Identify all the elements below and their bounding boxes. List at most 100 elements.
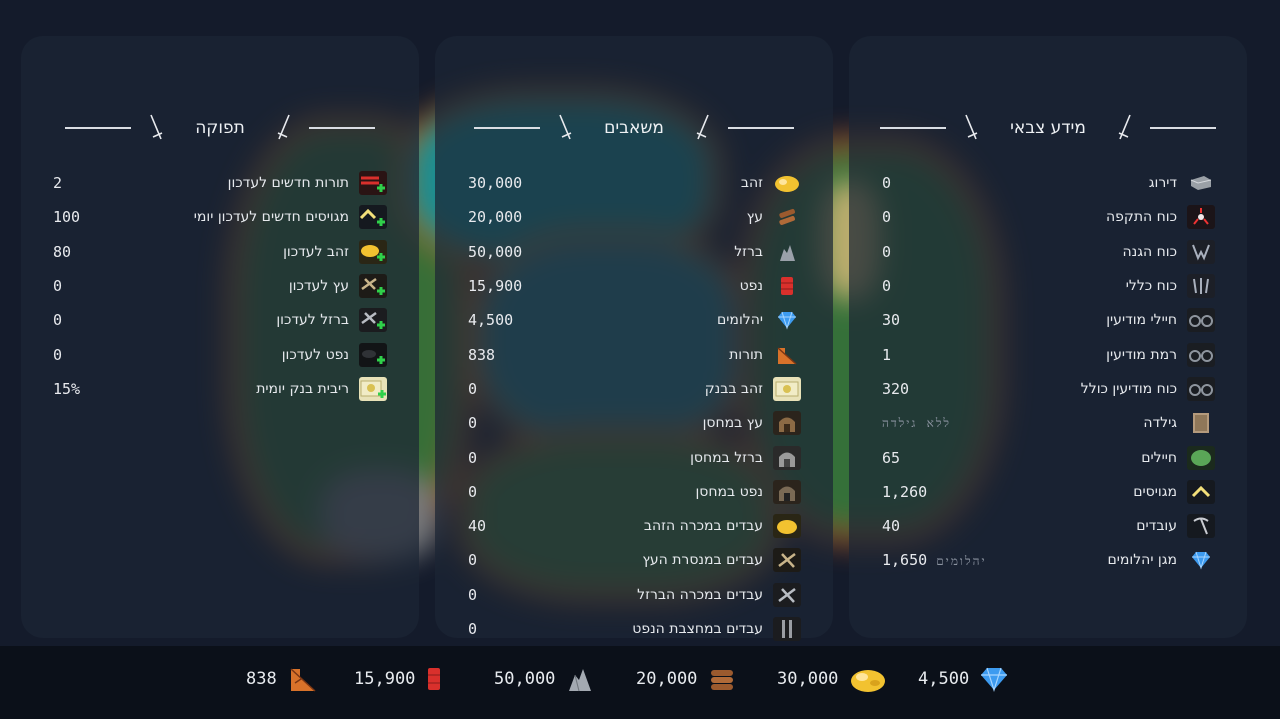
- spy-soldiers-icon: [1187, 308, 1215, 333]
- wood-storage-icon: [773, 411, 801, 436]
- resource-row-wood-storage: עץ במחסן 0: [435, 406, 833, 440]
- bank-icon: [773, 376, 801, 401]
- resource-row-iron-mine-slaves: עבדים במכרה הברזל 0: [435, 578, 833, 612]
- sword-icon: [696, 114, 709, 140]
- recruits-icon: [1187, 479, 1215, 504]
- panel-header: תפוקה: [21, 110, 419, 146]
- panel-title: תפוקה: [195, 118, 245, 138]
- stat-row-diamond-shield: מגן יהלומים יהלומים 1,650: [849, 543, 1247, 577]
- resource-row-gold-mine-slaves: עבדים במכרה הזהב 40: [435, 509, 833, 543]
- spy-power-icon: [1187, 376, 1215, 401]
- stat-row-recruits: מגויסים 1,260: [849, 475, 1247, 509]
- divider: [474, 127, 541, 129]
- divider: [1149, 127, 1216, 129]
- bar-oil: 15,900: [354, 664, 443, 694]
- stat-row-spy-power: כוח מודיעין כולל 320: [849, 372, 1247, 406]
- bar-turns: 838: [246, 664, 319, 694]
- gold-plus-icon: [359, 239, 387, 264]
- iron-mine-icon: [773, 582, 801, 607]
- resource-row-turns: תורות 838: [435, 337, 833, 371]
- oil-icon: [773, 274, 801, 298]
- bar-gold: 30,000: [777, 664, 888, 694]
- sword-icon: [277, 114, 290, 140]
- spy-level-icon: [1187, 342, 1215, 367]
- panel-header: מידע צבאי: [849, 110, 1247, 146]
- military-info-panel: מידע צבאי דירוג 0 כוח התקפה 0 כוח הגנה 0…: [849, 36, 1247, 638]
- production-row-iron: ברזל לעדכון 0: [21, 303, 419, 337]
- turns-plus-icon: [359, 171, 387, 196]
- panel-header: משאבים: [435, 110, 833, 146]
- defense-icon: [1187, 239, 1215, 264]
- diamond-icon: [981, 667, 1008, 692]
- divider: [308, 127, 375, 129]
- resource-row-oil-storage: נפט במחסן 0: [435, 475, 833, 509]
- resource-row-wood: עץ 20,000: [435, 200, 833, 234]
- diamond-shield-icon: [1187, 548, 1215, 572]
- gold-icon: [851, 670, 886, 692]
- wood-icon: [711, 670, 734, 690]
- resource-row-sawmill-slaves: עבדים במנסרת העץ 0: [435, 543, 833, 577]
- production-row-oil: נפט לעדכון 0: [21, 337, 419, 371]
- production-row-recruits: מגויסים חדשים לעדכון יומי 100: [21, 200, 419, 234]
- production-panel: תפוקה תורות חדשים לעדכון 2 מגויסים חדשים…: [21, 36, 419, 638]
- iron-icon: [569, 669, 592, 692]
- stat-row-total-power: כוח כללי 0: [849, 269, 1247, 303]
- production-row-turns: תורות חדשים לעדכון 2: [21, 166, 419, 200]
- bar-wood: 20,000: [636, 664, 737, 694]
- oil-storage-icon: [773, 479, 801, 504]
- resource-row-iron-storage: ברזל במחסן 0: [435, 440, 833, 474]
- resource-row-iron: ברזל 50,000: [435, 235, 833, 269]
- resource-bar: [0, 646, 1280, 719]
- recruits-plus-icon: [359, 205, 387, 230]
- turns-icon: [773, 343, 801, 367]
- stat-row-rank: דירוג 0: [849, 166, 1247, 200]
- workers-icon: [1187, 514, 1215, 539]
- soldiers-icon: [1187, 445, 1215, 470]
- attack-icon: [1187, 205, 1215, 230]
- resource-row-oil-rig-slaves: עבדים במחצבת הנפט 0: [435, 612, 833, 646]
- stat-row-spy-soldiers: חיילי מודיעין 30: [849, 303, 1247, 337]
- iron-icon: [773, 240, 801, 264]
- resource-row-gold: זהב 30,000: [435, 166, 833, 200]
- stat-row-defense: כוח הגנה 0: [849, 235, 1247, 269]
- bar-diamonds: 4,500: [918, 664, 1009, 694]
- guild-icon: [1187, 411, 1215, 435]
- panel-title: משאבים: [604, 118, 664, 138]
- production-row-bank-interest: ריבית בנק יומית 15%: [21, 372, 419, 406]
- gold-mine-icon: [773, 514, 801, 539]
- resource-row-diamonds: יהלומים 4,500: [435, 303, 833, 337]
- divider: [727, 127, 794, 129]
- rank-icon: [1187, 171, 1215, 195]
- sword-icon: [150, 114, 163, 140]
- sword-icon: [1118, 114, 1131, 140]
- divider: [880, 127, 947, 129]
- iron-plus-icon: [359, 308, 387, 333]
- bank-interest-icon: [359, 376, 387, 401]
- stat-row-attack: כוח התקפה 0: [849, 200, 1247, 234]
- diamond-icon: [773, 308, 801, 332]
- stat-row-workers: עובדים 40: [849, 509, 1247, 543]
- gold-icon: [773, 171, 801, 195]
- wood-icon: [773, 205, 801, 229]
- sword-icon: [965, 114, 978, 140]
- oil-rig-icon: [773, 617, 801, 641]
- sword-icon: [559, 114, 572, 140]
- bar-iron: 50,000: [494, 664, 595, 694]
- divider: [65, 127, 132, 129]
- resources-panel: משאבים זהב 30,000 עץ 20,000 ברזל 50,000 …: [435, 36, 833, 641]
- stat-row-spy-level: רמת מודיעין 1: [849, 337, 1247, 371]
- resource-row-oil: נפט 15,900: [435, 269, 833, 303]
- oil-icon: [428, 668, 441, 690]
- production-row-wood: עץ לעדכון 0: [21, 269, 419, 303]
- resource-row-bank-gold: זהב בבנק 0: [435, 372, 833, 406]
- wood-plus-icon: [359, 274, 387, 299]
- sawmill-icon: [773, 548, 801, 573]
- stat-row-soldiers: חיילים 65: [849, 440, 1247, 474]
- oil-plus-icon: [359, 342, 387, 367]
- production-row-gold: זהב לעדכון 80: [21, 235, 419, 269]
- turns-icon: [290, 668, 316, 692]
- total-power-icon: [1187, 274, 1215, 299]
- panel-title: מידע צבאי: [1010, 118, 1086, 138]
- stat-row-guild: גילדה ללא גילדה: [849, 406, 1247, 440]
- iron-storage-icon: [773, 445, 801, 470]
